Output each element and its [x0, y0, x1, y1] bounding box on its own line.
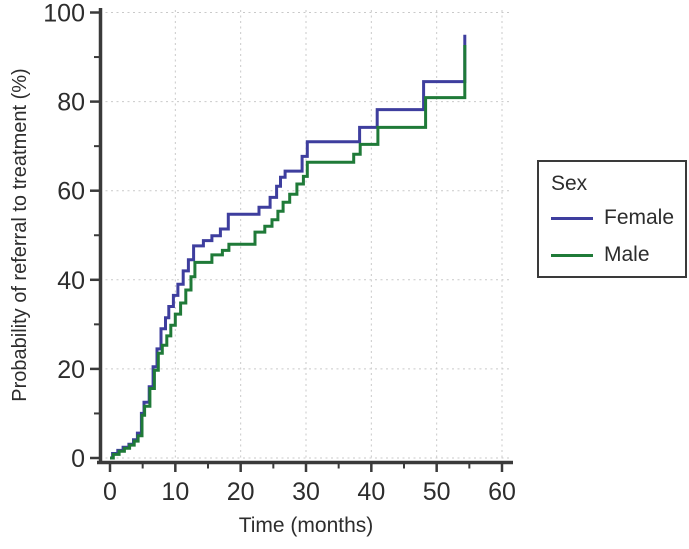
x-axis-title: Time (months) [238, 514, 374, 537]
y-tick-label: 80 [57, 89, 85, 117]
y-axis-title: Probability of referral to treatment (%) [9, 68, 31, 402]
series-line-female [110, 34, 467, 460]
y-tick-label: 60 [57, 178, 85, 206]
male-line-swatch [551, 253, 593, 257]
x-tick-label: 50 [423, 478, 451, 506]
legend: Sex Female Male [537, 160, 687, 278]
legend-label-female: Female [604, 206, 675, 229]
legend-title: Sex [551, 172, 588, 195]
y-tick-label: 40 [57, 267, 85, 295]
x-tick-label: 60 [488, 478, 516, 506]
x-tick-label: 0 [103, 478, 117, 506]
x-tick-label: 40 [357, 478, 385, 506]
series-line-male [110, 45, 467, 460]
legend-label-male: Male [604, 243, 650, 266]
x-tick-label: 20 [227, 478, 255, 506]
legend-item-female: Female [551, 206, 675, 230]
y-tick-label: 100 [43, 0, 85, 28]
x-tick-label: 30 [292, 478, 320, 506]
x-tick-label: 10 [161, 478, 189, 506]
y-tick-label: 0 [71, 445, 85, 473]
female-line-swatch [551, 216, 593, 220]
legend-item-male: Male [551, 243, 673, 267]
y-tick-label: 20 [57, 356, 85, 384]
